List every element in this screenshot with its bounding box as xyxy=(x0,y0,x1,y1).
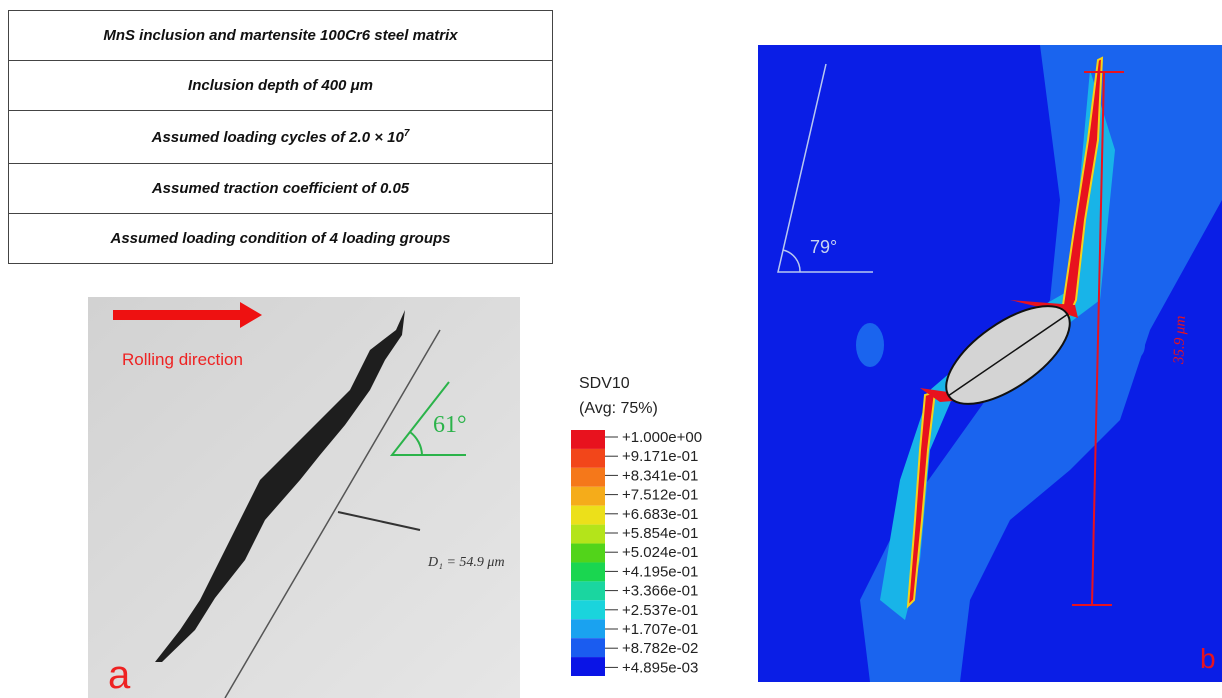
direction-label: Rolling direction xyxy=(122,350,243,369)
legend-label: +5.024e-01 xyxy=(622,544,698,561)
figure: Rolling direction 61° D₁ = 54.9 μm a SDV… xyxy=(0,0,1222,698)
angle-label: 61° xyxy=(433,412,467,438)
color-swatch xyxy=(571,619,605,638)
legend-label: +4.895e-03 xyxy=(622,659,698,676)
color-swatch xyxy=(571,544,605,563)
legend-label: +4.195e-01 xyxy=(622,563,698,580)
legend-label: +9.171e-01 xyxy=(622,448,698,465)
color-swatch xyxy=(571,468,605,487)
panel-letter: a xyxy=(108,653,131,697)
contour-region xyxy=(1125,331,1145,359)
color-swatch xyxy=(571,449,605,468)
color-swatch xyxy=(571,581,605,600)
color-swatch xyxy=(571,562,605,581)
panel-letter: b xyxy=(1200,643,1216,674)
angle-label: 79° xyxy=(810,237,837,257)
legend-label: +7.512e-01 xyxy=(622,487,698,504)
length-label: 35.9 μm xyxy=(1171,315,1189,365)
legend-title: SDV10 xyxy=(579,375,630,392)
contour-region xyxy=(856,323,884,367)
legend-label: +5.854e-01 xyxy=(622,525,698,542)
legend-subtitle: (Avg: 75%) xyxy=(579,400,658,417)
legend-label: +1.707e-01 xyxy=(622,621,698,638)
legend-label: +2.537e-01 xyxy=(622,602,698,619)
legend-label: +8.341e-01 xyxy=(622,467,698,484)
legend-label: +1.000e+00 xyxy=(622,429,702,446)
color-swatch xyxy=(571,487,605,506)
color-swatch xyxy=(571,430,605,449)
page: {"table":{"rows":[ {"text":"MnS inclusio… xyxy=(0,0,1222,698)
color-swatch xyxy=(571,525,605,544)
legend: +1.000e+00 +9.171e-01 +8.341e-01 +7.512e-01… xyxy=(571,429,702,676)
distance-label: D₁ = 54.9 μm xyxy=(427,555,505,570)
color-swatch xyxy=(571,638,605,657)
color-swatch xyxy=(571,600,605,619)
color-swatch xyxy=(571,506,605,525)
color-swatch xyxy=(571,657,605,676)
legend-label: +8.782e-02 xyxy=(622,640,698,657)
legend-label: +3.366e-01 xyxy=(622,583,698,600)
legend-label: +6.683e-01 xyxy=(622,506,698,523)
